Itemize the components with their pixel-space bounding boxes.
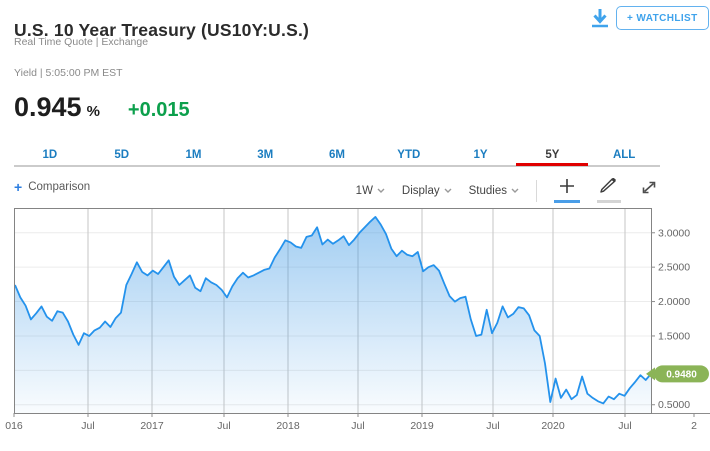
chevron-down-icon (444, 188, 452, 193)
svg-text:Jul: Jul (618, 420, 631, 432)
tab-all[interactable]: ALL (612, 149, 636, 161)
expand-arrows-icon (642, 181, 656, 194)
comparison-button[interactable]: + Comparison (14, 179, 91, 195)
comparison-label: Comparison (28, 181, 91, 193)
page-title: U.S. 10 Year Treasury (US10Y:U.S.) (14, 19, 310, 40)
svg-text:Jul: Jul (81, 420, 94, 432)
svg-text:2.0000: 2.0000 (658, 296, 690, 308)
svg-text:2: 2 (691, 420, 697, 432)
svg-text:2017: 2017 (140, 420, 164, 432)
fullscreen-button[interactable] (638, 179, 660, 202)
svg-text:Jul: Jul (486, 420, 499, 432)
quote-time-label: Yield | 5:05:00 PM EST (14, 67, 123, 79)
chart-frame (14, 208, 710, 414)
plus-icon: + (14, 179, 23, 195)
svg-text:2018: 2018 (276, 420, 300, 432)
tab-5d[interactable]: 5D (114, 149, 130, 161)
interval-label: 1W (355, 184, 373, 197)
download-button[interactable] (588, 7, 612, 31)
chevron-down-icon (511, 188, 519, 193)
svg-text:Jul: Jul (351, 420, 364, 432)
price-row: 0.945 % +0.015 (14, 92, 190, 123)
crosshair-icon (560, 179, 574, 193)
price-value: 0.945 (14, 92, 82, 122)
interval-dropdown[interactable]: 1W (356, 185, 385, 197)
price-change: +0.015 (127, 99, 190, 121)
price-chart[interactable]: 016 Jul 2017 Jul 2018 Jul 2019 Jul 2020 Jul 2 3.000… (0, 205, 710, 446)
svg-text:Jul: Jul (217, 420, 230, 432)
x-axis-labels: 016 Jul 2017 Jul 2018 Jul 2019 Jul 2020 Jul 2 (5, 413, 697, 432)
tab-1m[interactable]: 1M (185, 149, 202, 161)
svg-text:2.5000: 2.5000 (658, 262, 690, 274)
svg-text:1.5000: 1.5000 (658, 330, 690, 342)
svg-text:0.5000: 0.5000 (658, 399, 690, 411)
tab-3m[interactable]: 3M (257, 149, 274, 161)
tab-1y[interactable]: 1Y (473, 149, 488, 161)
range-tabs: 1D 5D 1M 3M 6M YTD 1Y 5Y ALL (14, 146, 660, 167)
last-price-badge: 0.9480 (646, 365, 709, 383)
tab-1d[interactable]: 1D (42, 149, 58, 161)
chevron-down-icon (377, 188, 385, 193)
price-unit: % (86, 103, 100, 120)
svg-text:016: 016 (5, 420, 23, 432)
chart-svg: 016 Jul 2017 Jul 2018 Jul 2019 Jul 2020 Jul 23.000… (5, 208, 710, 432)
tab-5y[interactable]: 5Y (545, 149, 560, 161)
y-axis-labels: 3.0000 2.5000 2.0000 1.5000 0.5000 (651, 227, 690, 411)
draw-tool-button[interactable] (597, 177, 621, 203)
pencil-icon (600, 177, 616, 193)
svg-text:0.9480: 0.9480 (666, 369, 697, 380)
crosshair-tool-button[interactable] (554, 178, 580, 203)
tab-6m[interactable]: 6M (329, 149, 345, 161)
display-dropdown[interactable]: Display (402, 185, 452, 197)
studies-label: Studies (468, 184, 507, 197)
tab-ytd[interactable]: YTD (397, 149, 421, 161)
quote-source-label: Real Time Quote | Exchange (14, 36, 149, 48)
active-tab-underline (516, 163, 588, 166)
chart-series (14, 216, 652, 413)
toolbar-divider (536, 179, 537, 202)
display-label: Display (401, 184, 440, 197)
chart-toolbar: 1W Display Studies (356, 177, 660, 203)
svg-text:2020: 2020 (541, 420, 565, 432)
svg-text:3.0000: 3.0000 (658, 227, 690, 239)
studies-dropdown[interactable]: Studies (469, 185, 519, 197)
svg-text:2019: 2019 (410, 420, 434, 432)
download-icon (592, 9, 608, 28)
add-to-watchlist-button[interactable]: + WATCHLIST (616, 6, 709, 30)
